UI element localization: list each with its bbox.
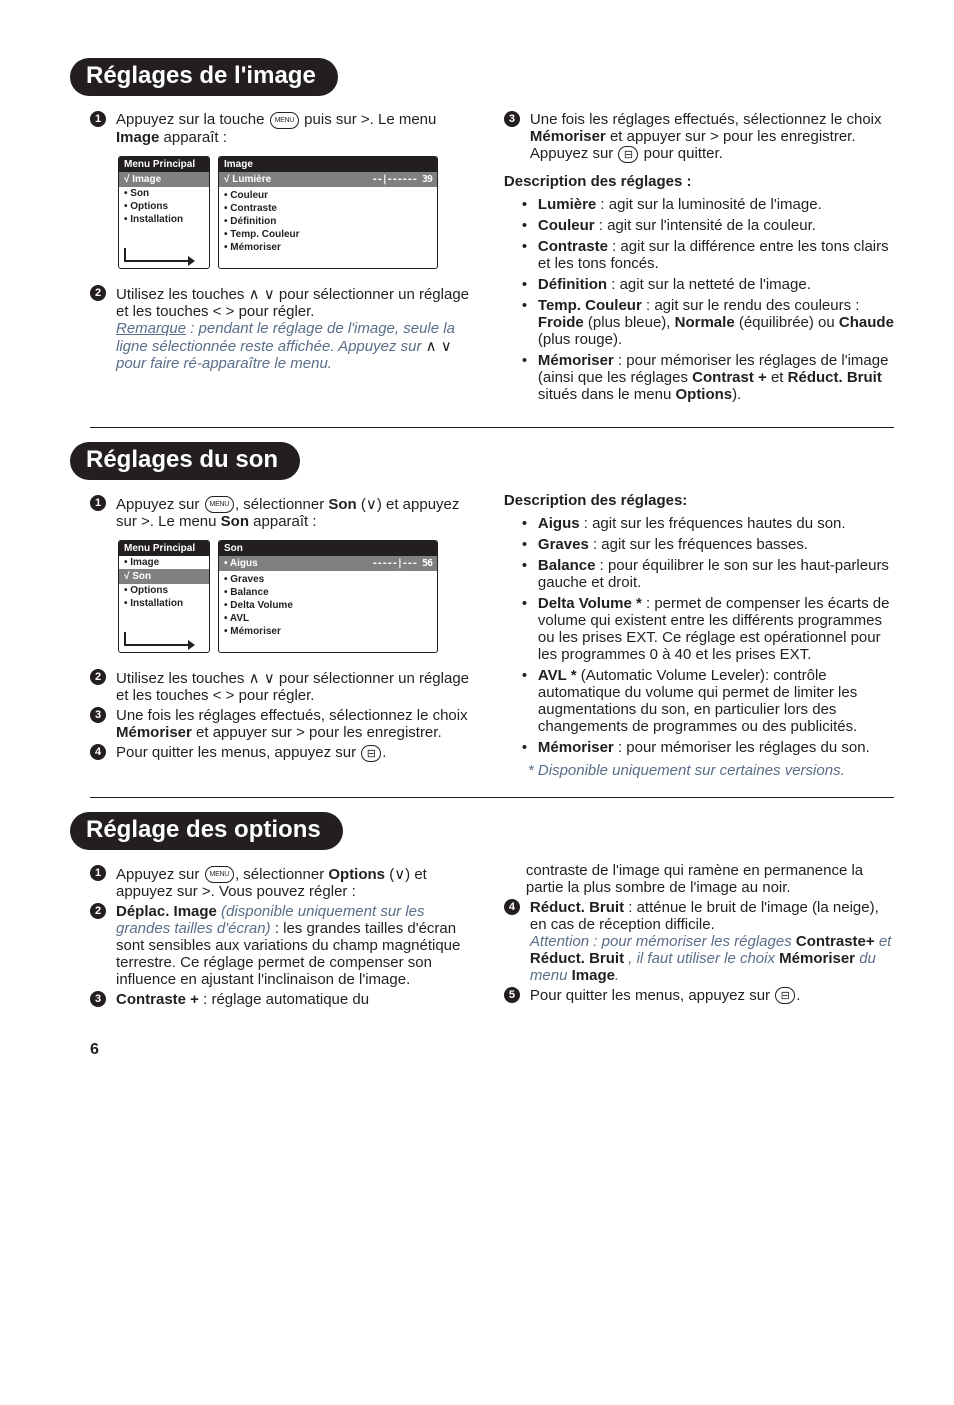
num-1-icon: 1 (90, 495, 106, 511)
titre-section-options: Réglage des options (70, 812, 343, 850)
tv-principal-titre: Menu Principal (119, 541, 209, 556)
image-etape2: Utilisez les touches ∧ ∨ pour sélectionn… (116, 285, 476, 372)
num-4-icon: 4 (504, 899, 520, 915)
tv-opt: • Définition (224, 215, 432, 228)
son-etape4: Pour quitter les menus, appuyez sur . (116, 744, 476, 762)
touche-quitter-icon (618, 146, 638, 163)
image-etape3: Une fois les réglages effectués, sélecti… (530, 111, 894, 163)
titre-section-image: Réglages de l'image (70, 58, 338, 96)
tv-opt: • Son (124, 187, 204, 200)
num-2-icon: 2 (90, 669, 106, 685)
tv-fleche-icon (124, 632, 192, 646)
num-5-icon: 5 (504, 987, 520, 1003)
options-etape5: Pour quitter les menus, appuyez sur . (530, 987, 894, 1005)
tv-contenu-sel: √ Lumière --|------ 39 (219, 172, 437, 187)
image-etape1: Appuyez sur la touche puis sur >. Le men… (116, 111, 476, 146)
son-desc-titre: Description des réglages: (504, 492, 894, 509)
col-droite-options: contraste de l'image qui ramène en perma… (504, 862, 894, 1012)
tv-opt: • Image (124, 556, 204, 569)
tv-opt: • Graves (224, 573, 432, 586)
tv-opt: • Couleur (224, 189, 432, 202)
options-etape3-suite: contraste de l'image qui ramène en perma… (504, 862, 894, 896)
tv-contenu-sel: • Aigus -----|--- 56 (219, 556, 437, 571)
num-4-icon: 4 (90, 744, 106, 760)
touche-menu-icon (270, 112, 299, 129)
son-note: * Disponible uniquement sur certaines ve… (504, 762, 894, 779)
tv-opt: • Contraste (224, 202, 432, 215)
options-etape4: Réduct. Bruit : atténue le bruit de l'im… (530, 899, 894, 984)
touche-quitter-icon (775, 987, 795, 1004)
num-3-icon: 3 (504, 111, 520, 127)
col-gauche-options: 1 Appuyez sur , sélectionner Options (∨)… (90, 862, 476, 1012)
options-etape2: Déplac. Image (disponible uniquement sur… (116, 903, 476, 988)
tv-opt: • Options (124, 200, 204, 213)
options-etape1: Appuyez sur , sélectionner Options (∨) e… (116, 865, 476, 901)
col-gauche-son: 1 Appuyez sur , sélectionner Son (∨) et … (90, 492, 476, 779)
tv-fleche-icon (124, 248, 192, 262)
tv-opt: • Options (124, 584, 204, 597)
image-desc-titre: Description des réglages : (504, 173, 894, 190)
num-3-icon: 3 (90, 707, 106, 723)
son-etape2: Utilisez les touches ∧ ∨ pour sélectionn… (116, 669, 476, 704)
col-droite-image: 3 Une fois les réglages effectués, sélec… (504, 108, 894, 409)
tv-opt: • AVL (224, 612, 432, 625)
touche-menu-icon (205, 866, 234, 883)
image-desc-liste: Lumière : agit sur la luminosité de l'im… (504, 194, 894, 405)
separateur (90, 797, 894, 798)
tv-contenu-titre: Image (219, 157, 437, 172)
tv-menu-image: Menu Principal √ Image • Son • Options •… (118, 156, 438, 269)
tv-opt: • Temp. Couleur (224, 228, 432, 241)
tv-opt: • Installation (124, 213, 204, 226)
num-1-icon: 1 (90, 111, 106, 127)
num-2-icon: 2 (90, 903, 106, 919)
tv-opt: • Balance (224, 586, 432, 599)
tv-opt: • Mémoriser (224, 625, 432, 638)
tv-opt: • Mémoriser (224, 241, 432, 254)
titre-section-son: Réglages du son (70, 442, 300, 480)
tv-opt: • Delta Volume (224, 599, 432, 612)
options-etape3: Contraste + : réglage automatique du (116, 991, 476, 1008)
tv-menu-son: Menu Principal • Image √ Son • Options •… (118, 540, 438, 653)
son-etape1: Appuyez sur , sélectionner Son (∨) et ap… (116, 495, 476, 531)
num-2-icon: 2 (90, 285, 106, 301)
col-gauche-image: 1 Appuyez sur la touche puis sur >. Le m… (90, 108, 476, 409)
tv-principal-sel: √ Image (119, 172, 209, 187)
tv-principal-sel: √ Son (119, 569, 209, 584)
tv-principal-titre: Menu Principal (119, 157, 209, 172)
num-3-icon: 3 (90, 991, 106, 1007)
separateur (90, 427, 894, 428)
page: Réglages de l'image 1 Appuyez sur la tou… (0, 0, 954, 1079)
touche-quitter-icon (361, 745, 381, 762)
numero-page: 6 (90, 1041, 894, 1059)
tv-contenu-titre: Son (219, 541, 437, 556)
son-desc-liste: Aigus : agit sur les fréquences hautes d… (504, 513, 894, 758)
tv-opt: • Installation (124, 597, 204, 610)
num-1-icon: 1 (90, 865, 106, 881)
son-etape3: Une fois les réglages effectués, sélecti… (116, 707, 476, 741)
touche-menu-icon (205, 496, 234, 513)
col-droite-son: Description des réglages: Aigus : agit s… (504, 492, 894, 779)
